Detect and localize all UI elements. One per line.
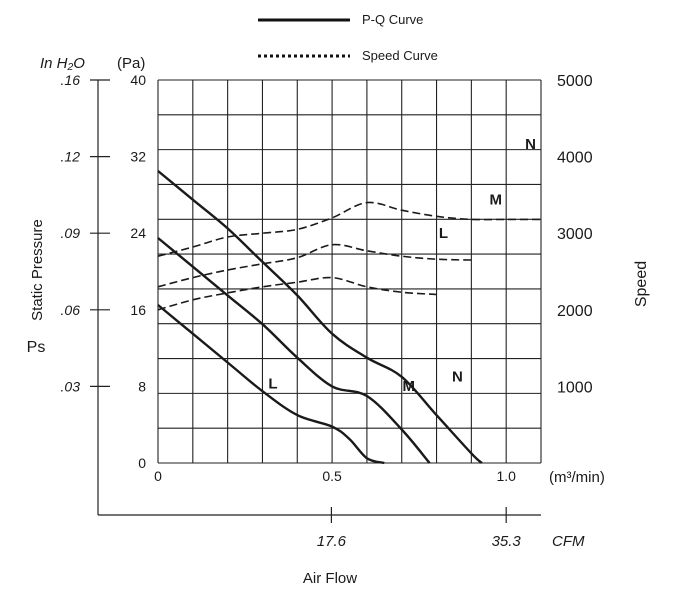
pq-curve-m <box>157 237 431 464</box>
legend-pq-label: P-Q Curve <box>362 12 423 27</box>
pq-curve-n <box>157 170 483 464</box>
curves <box>157 170 541 465</box>
speed-tick-label: 2000 <box>557 303 593 320</box>
inh2o-tick-label: .12 <box>61 149 81 165</box>
pa-tick-label: 16 <box>130 302 146 318</box>
curve-label-n: N <box>452 369 463 386</box>
m3min-tick-label: 0 <box>154 468 162 484</box>
speed-axis-label: Speed <box>633 261 650 307</box>
pa-tick-label: 40 <box>130 72 146 88</box>
airflow-axis-label: Air Flow <box>303 570 357 587</box>
curve-label-n: N <box>525 136 536 153</box>
legend: P-Q Curve Speed Curve <box>258 12 438 63</box>
pa-axis-title: (Pa) <box>117 55 145 72</box>
cfm-unit-label: CFM <box>552 533 585 550</box>
ps-label: Ps <box>27 339 46 356</box>
inh2o-tick-label: .03 <box>61 378 81 394</box>
curve-label-l: L <box>439 225 448 242</box>
speed-tick-label: 1000 <box>557 379 593 396</box>
cfm-tick-label: 17.6 <box>317 533 347 550</box>
pa-tick-label: 24 <box>130 225 146 241</box>
grid <box>157 79 542 464</box>
pa-tick-label: 8 <box>138 378 146 394</box>
legend-speed-label: Speed Curve <box>362 48 438 63</box>
m3min-unit-label: (m³/min) <box>549 469 605 486</box>
inh2o-tick-label: .16 <box>61 72 81 88</box>
curve-label-l: L <box>268 375 277 392</box>
pq-curve-l <box>157 304 385 465</box>
speed-tick-label: 5000 <box>557 73 593 90</box>
pa-tick-label: 0 <box>138 455 146 471</box>
inh2o-tick-label: .06 <box>61 302 81 318</box>
cfm-tick-label: 35.3 <box>492 533 522 550</box>
tick-labels: 40 32 24 16 8 0 .16 .12 .09 .06 .03 5000 4000 3000 200… <box>61 72 593 550</box>
curve-label-m: M <box>402 378 415 395</box>
curve-labels: N M L N M L <box>268 136 536 395</box>
speed-curve-n <box>157 201 541 257</box>
speed-tick-label: 3000 <box>557 226 593 243</box>
m3min-tick-label: 1.0 <box>496 468 516 484</box>
m3min-tick-label: 0.5 <box>322 468 342 484</box>
speed-tick-label: 4000 <box>557 150 593 167</box>
pa-tick-label: 32 <box>130 149 146 165</box>
inh2o-tick-label: .09 <box>61 225 81 241</box>
axes <box>97 80 541 516</box>
speed-curve-m <box>157 243 472 288</box>
inh2o-axis-title: In H₂O <box>40 55 85 72</box>
static-pressure-label: Static Pressure <box>29 219 46 321</box>
curve-label-m: M <box>489 191 502 208</box>
